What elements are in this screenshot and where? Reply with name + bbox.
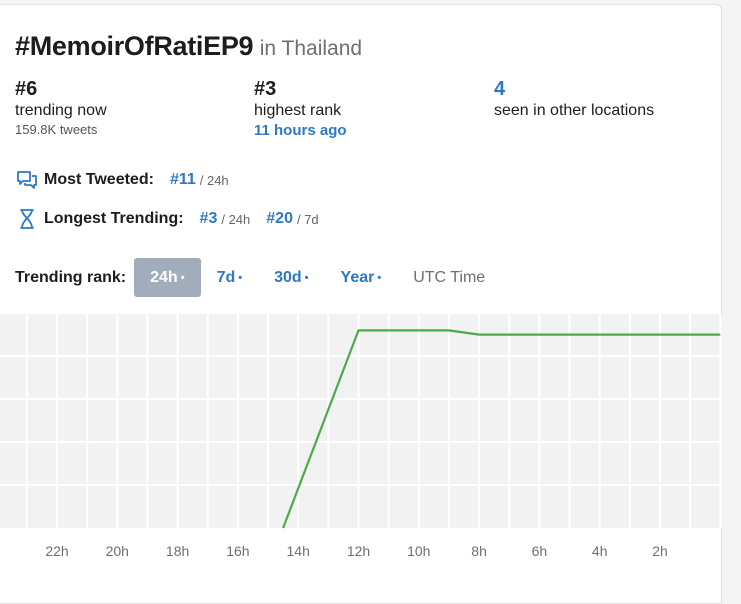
trending-rank-tabs: Trending rank: 24h • 7d • 30d • Year • UTC T…: [15, 258, 501, 297]
tab-30d-label: 30d: [274, 269, 302, 286]
current-rank-label: trending now: [15, 102, 107, 119]
longest-trending-row: Longest Trending: #3 / 24h #20 / 7d: [16, 208, 335, 230]
tab-7d-label: 7d: [216, 269, 236, 286]
tab-year[interactable]: Year •: [325, 258, 398, 297]
hourglass-icon: [16, 208, 38, 230]
longest-trending-rank-7d[interactable]: #20: [266, 210, 293, 227]
x-tick-label: 22h: [45, 543, 68, 559]
x-tick-label: 4h: [592, 543, 608, 559]
x-tick-label: 10h: [407, 543, 430, 559]
chart-background: [0, 314, 722, 528]
x-tick-label: 12h: [347, 543, 370, 559]
x-tick-label: 2h: [652, 543, 668, 559]
other-locations-count[interactable]: 4: [494, 78, 506, 100]
tab-30d[interactable]: 30d •: [258, 258, 324, 297]
tab-dot: •: [238, 272, 243, 284]
trending-rank-label: Trending rank:: [15, 268, 127, 286]
tweet-count: 159.8K tweets: [15, 122, 98, 137]
trending-rank-chart: 22h 20h 18h 16h 14h 12h 10h 8h 6h 4h 2h: [0, 314, 722, 559]
x-tick-label: 16h: [226, 543, 249, 559]
tab-dot: •: [304, 272, 309, 284]
tab-7d[interactable]: 7d •: [201, 258, 259, 297]
current-rank: #6: [15, 78, 38, 100]
tab-24h-label: 24h: [150, 269, 178, 286]
trend-card: #MemoirOfRatiEP9 in Thailand #6 trending…: [0, 4, 722, 604]
other-locations-label: seen in other locations: [494, 102, 655, 119]
most-tweeted-period: / 24h: [199, 172, 229, 188]
location-label: in Thailand: [259, 37, 363, 60]
tab-dot: •: [180, 272, 185, 284]
highest-rank-stat: #3 highest rank 11 hours ago: [254, 77, 347, 141]
x-tick-label: 18h: [166, 543, 189, 559]
x-tick-label: 14h: [287, 543, 310, 559]
chat-bubbles-icon: [16, 169, 38, 191]
title-row: #MemoirOfRatiEP9 in Thailand: [15, 31, 362, 62]
tab-24h[interactable]: 24h •: [134, 258, 201, 297]
tab-dot: •: [377, 272, 382, 284]
highest-rank-time[interactable]: 11 hours ago: [254, 122, 347, 139]
utc-time-toggle[interactable]: UTC Time: [413, 269, 486, 286]
x-tick-label: 8h: [471, 543, 487, 559]
longest-trending-period-7d: / 7d: [296, 211, 319, 227]
most-tweeted-rank[interactable]: #11: [169, 171, 196, 188]
longest-trending-rank-24h[interactable]: #3: [199, 210, 218, 227]
highest-rank-label: highest rank: [254, 102, 342, 119]
longest-trending-period-24h: / 24h: [221, 211, 251, 227]
x-tick-label: 6h: [532, 543, 548, 559]
highest-rank: #3: [254, 78, 277, 100]
x-tick-label: 20h: [106, 543, 129, 559]
other-locations-stat: 4 seen in other locations: [494, 77, 654, 121]
most-tweeted-label: Most Tweeted:: [44, 171, 154, 188]
hashtag-title: #MemoirOfRatiEP9: [15, 31, 254, 61]
rank-series-line: [282, 329, 721, 529]
tab-year-label: Year: [340, 269, 375, 286]
longest-trending-label: Longest Trending:: [44, 210, 184, 227]
most-tweeted-row: Most Tweeted: #11 / 24h: [16, 169, 245, 191]
current-rank-stat: #6 trending now 159.8K tweets: [15, 77, 107, 139]
